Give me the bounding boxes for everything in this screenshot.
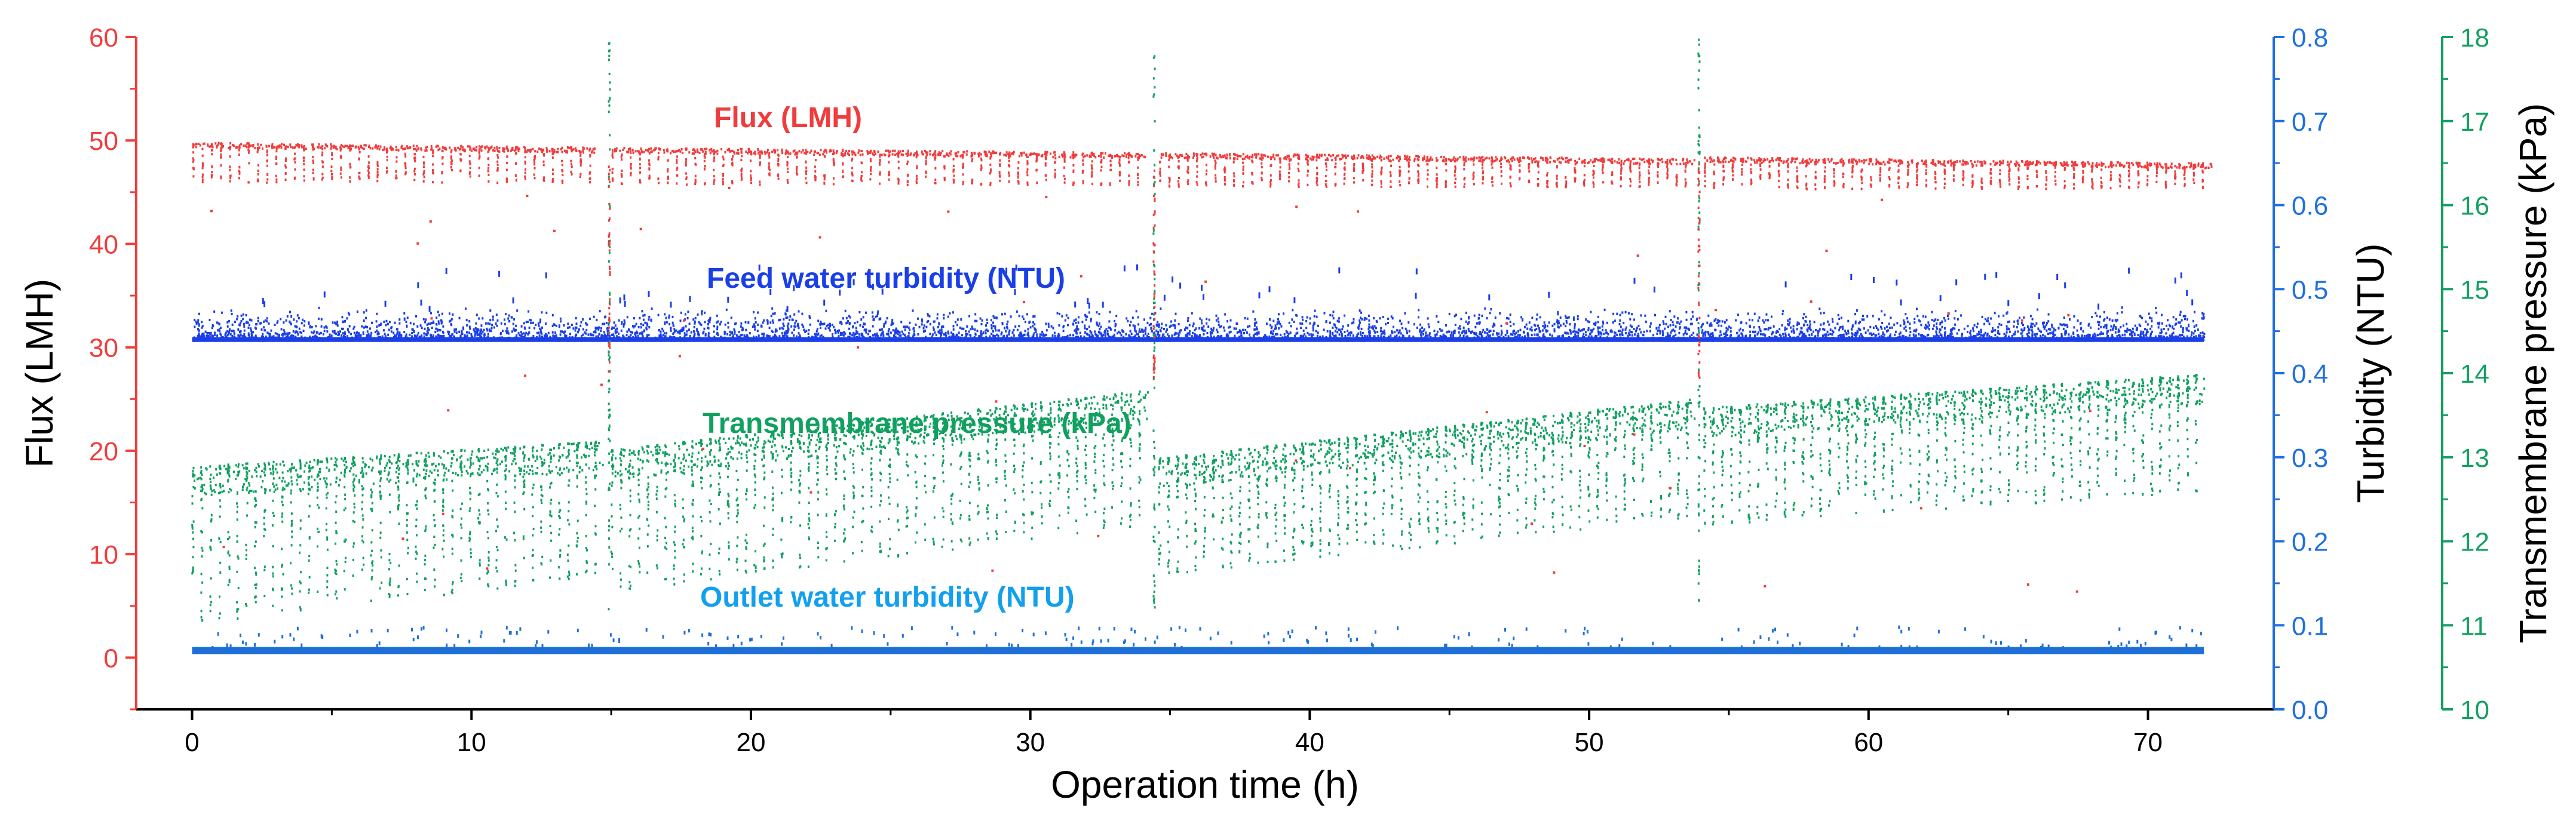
feed-turbidity-outliers: [262, 264, 2194, 312]
flux-axis-title: Flux (LMH): [18, 279, 61, 468]
x-axis-title: Operation time (h): [1051, 763, 1359, 806]
tmp-tick-label: 17: [2460, 107, 2489, 137]
feed-turbidity-points: [192, 306, 2206, 342]
outlet-turbidity-series-label: Outlet water turbidity (NTU): [700, 582, 1075, 613]
tmp-tick-label: 18: [2460, 23, 2489, 53]
turbidity-tick-label: 0.1: [2292, 611, 2328, 641]
tmp-tick-label: 10: [2460, 696, 2489, 725]
outlet-turbidity-series: [192, 625, 2204, 654]
tmp-tick-label: 15: [2460, 275, 2489, 305]
x-tick-label: 0: [185, 728, 199, 757]
flux-tick-label: 10: [89, 540, 118, 570]
turbidity-axis-title: Turbidity (NTU): [2349, 244, 2392, 503]
flux-tick-label: 50: [89, 127, 118, 156]
tmp-tick-label: 13: [2460, 444, 2489, 473]
turbidity-tick-label: 0.4: [2292, 359, 2328, 389]
x-tick-label: 70: [2133, 728, 2163, 757]
turbidity-tick-label: 0.7: [2292, 107, 2328, 137]
x-tick-label: 20: [736, 728, 765, 757]
flux-series-label: Flux (LMH): [714, 102, 862, 134]
tmp-axis-title: Transmembrane pressure (kPa): [2511, 103, 2554, 644]
x-tick-label: 50: [1575, 728, 1604, 757]
tmp-tick-label: 16: [2460, 192, 2489, 221]
axes: 0 10 20 30 40 50 60 70 Operation time (h) 0 10 20 30…: [18, 23, 2554, 806]
tmp-points: [191, 38, 2206, 622]
turbidity-tick-label: 0.6: [2292, 192, 2328, 221]
feed-turbidity-series: [192, 264, 2206, 342]
outlet-turbidity-outliers: [211, 625, 2202, 650]
flux-tick-label: 0: [104, 644, 118, 673]
tmp-tick-label: 11: [2460, 611, 2488, 641]
feed-turbidity-series-label: Feed water turbidity (NTU): [707, 263, 1065, 294]
turbidity-tick-label: 0.5: [2292, 275, 2328, 305]
flux-points: [192, 142, 2213, 593]
tmp-series: [191, 38, 2206, 622]
tmp-tick-label: 14: [2460, 359, 2489, 389]
annotations: Flux (LMH) Feed water turbidity (NTU) Tr…: [700, 102, 1131, 613]
x-tick-label: 10: [457, 728, 486, 757]
x-tick-label: 30: [1016, 728, 1045, 757]
turbidity-tick-label: 0.2: [2292, 528, 2328, 557]
flux-tick-label: 30: [89, 334, 118, 363]
flux-tick-label: 60: [89, 23, 118, 53]
flux-series: [192, 142, 2213, 593]
x-tick-label: 60: [1854, 728, 1883, 757]
flux-tick-label: 40: [89, 230, 118, 259]
turbidity-tick-label: 0.8: [2292, 23, 2328, 53]
turbidity-tick-label: 0.0: [2292, 696, 2328, 725]
plot-data: [191, 38, 2213, 654]
flux-tick-label: 20: [89, 437, 118, 466]
x-tick-label: 40: [1295, 728, 1324, 757]
turbidity-tick-label: 0.3: [2292, 444, 2328, 473]
feed-turbidity-baseline: [192, 337, 2204, 342]
tmp-series-label: Transmembrane pressure (kPa): [703, 408, 1131, 439]
tmp-tick-label: 12: [2460, 528, 2489, 557]
outlet-turbidity-baseline: [192, 647, 2204, 654]
